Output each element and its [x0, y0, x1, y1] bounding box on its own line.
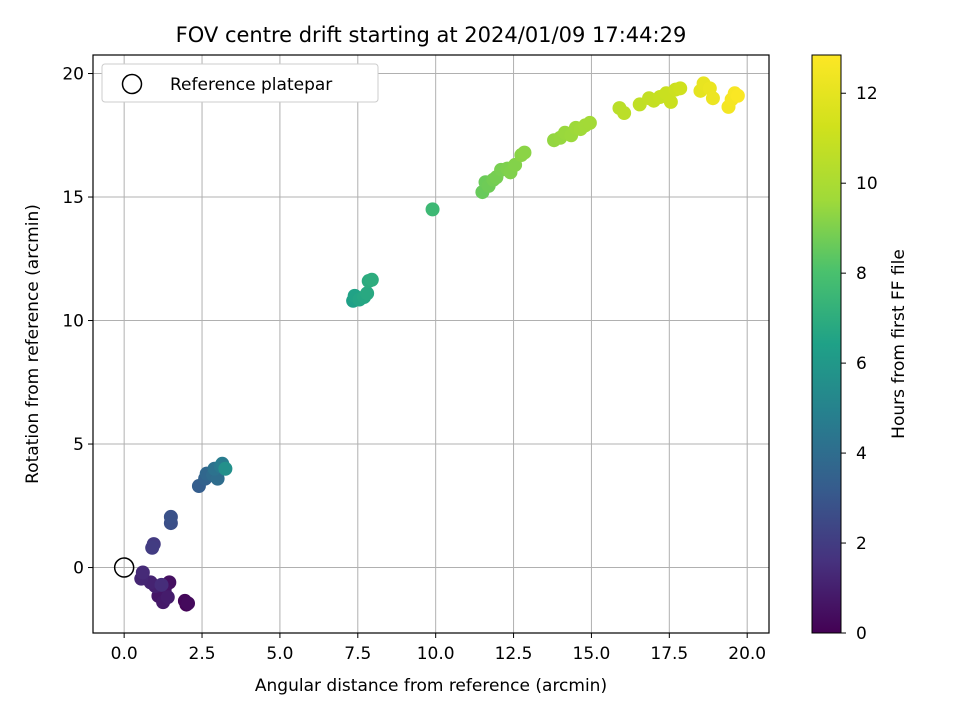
- x-axis: 0.0 2.5 5.0 7.5 10.0 12.5 15.0 17.5 20.0: [111, 633, 766, 664]
- data-point: [673, 81, 688, 96]
- plot-frame: [92, 54, 770, 634]
- x-tick-label: 15.0: [573, 644, 611, 664]
- legend: Reference platepar: [101, 63, 379, 103]
- data-point: [705, 91, 720, 106]
- y-tick-label: 10: [62, 312, 84, 332]
- data-point: [360, 286, 375, 301]
- chart-title: FOV centre drift starting at 2024/01/09 …: [176, 23, 687, 47]
- data-point: [730, 88, 745, 103]
- y-axis: 0 5 10 15 20: [62, 65, 93, 579]
- data-point: [663, 94, 678, 109]
- grid: [93, 55, 769, 633]
- y-axis-label: Rotation from reference (arcmin): [23, 204, 43, 484]
- x-tick-label: 0.0: [111, 644, 138, 664]
- colorbar-tick-label: 2: [856, 534, 867, 554]
- data-point: [364, 272, 379, 287]
- y-tick-label: 5: [73, 435, 84, 455]
- data-point: [160, 590, 175, 605]
- colorbar-tick-label: 12: [856, 84, 878, 104]
- colorbar: 0 2 4 6 8 10 12 Hours from first FF file: [811, 54, 909, 644]
- colorbar-tick-label: 6: [856, 354, 867, 374]
- data-points: [134, 76, 745, 612]
- colorbar-tick-label: 8: [856, 264, 867, 284]
- data-point: [154, 577, 169, 592]
- data-point: [135, 565, 150, 580]
- data-point: [517, 145, 532, 160]
- data-point: [145, 540, 160, 555]
- x-tick-label: 7.5: [344, 644, 371, 664]
- y-tick-label: 0: [73, 559, 84, 579]
- colorbar-label: Hours from first FF file: [889, 249, 909, 439]
- legend-label: Reference platepar: [170, 75, 332, 95]
- x-tick-label: 12.5: [495, 644, 533, 664]
- colorbar-tick-label: 4: [856, 444, 867, 464]
- data-point: [181, 596, 196, 611]
- x-axis-label: Angular distance from reference (arcmin): [255, 676, 607, 696]
- y-tick-label: 20: [62, 65, 84, 85]
- x-tick-label: 17.5: [650, 644, 688, 664]
- x-tick-label: 10.0: [417, 644, 455, 664]
- colorbar-gradient: [811, 54, 842, 634]
- x-tick-label: 2.5: [189, 644, 216, 664]
- colorbar-tick-label: 0: [856, 624, 867, 644]
- colorbar-tick-label: 10: [856, 174, 878, 194]
- x-tick-label: 20.0: [728, 644, 766, 664]
- legend-marker: [121, 73, 143, 95]
- data-point: [617, 106, 632, 121]
- x-tick-label: 5.0: [266, 644, 293, 664]
- reference-platepar-marker: [113, 557, 135, 578]
- data-point: [582, 115, 597, 130]
- legend-box: [101, 63, 379, 103]
- colorbar-ticks: 0 2 4 6 8 10 12: [841, 84, 878, 644]
- data-point: [218, 461, 233, 476]
- y-tick-label: 15: [62, 188, 84, 208]
- data-point: [163, 509, 178, 524]
- data-point: [425, 202, 440, 217]
